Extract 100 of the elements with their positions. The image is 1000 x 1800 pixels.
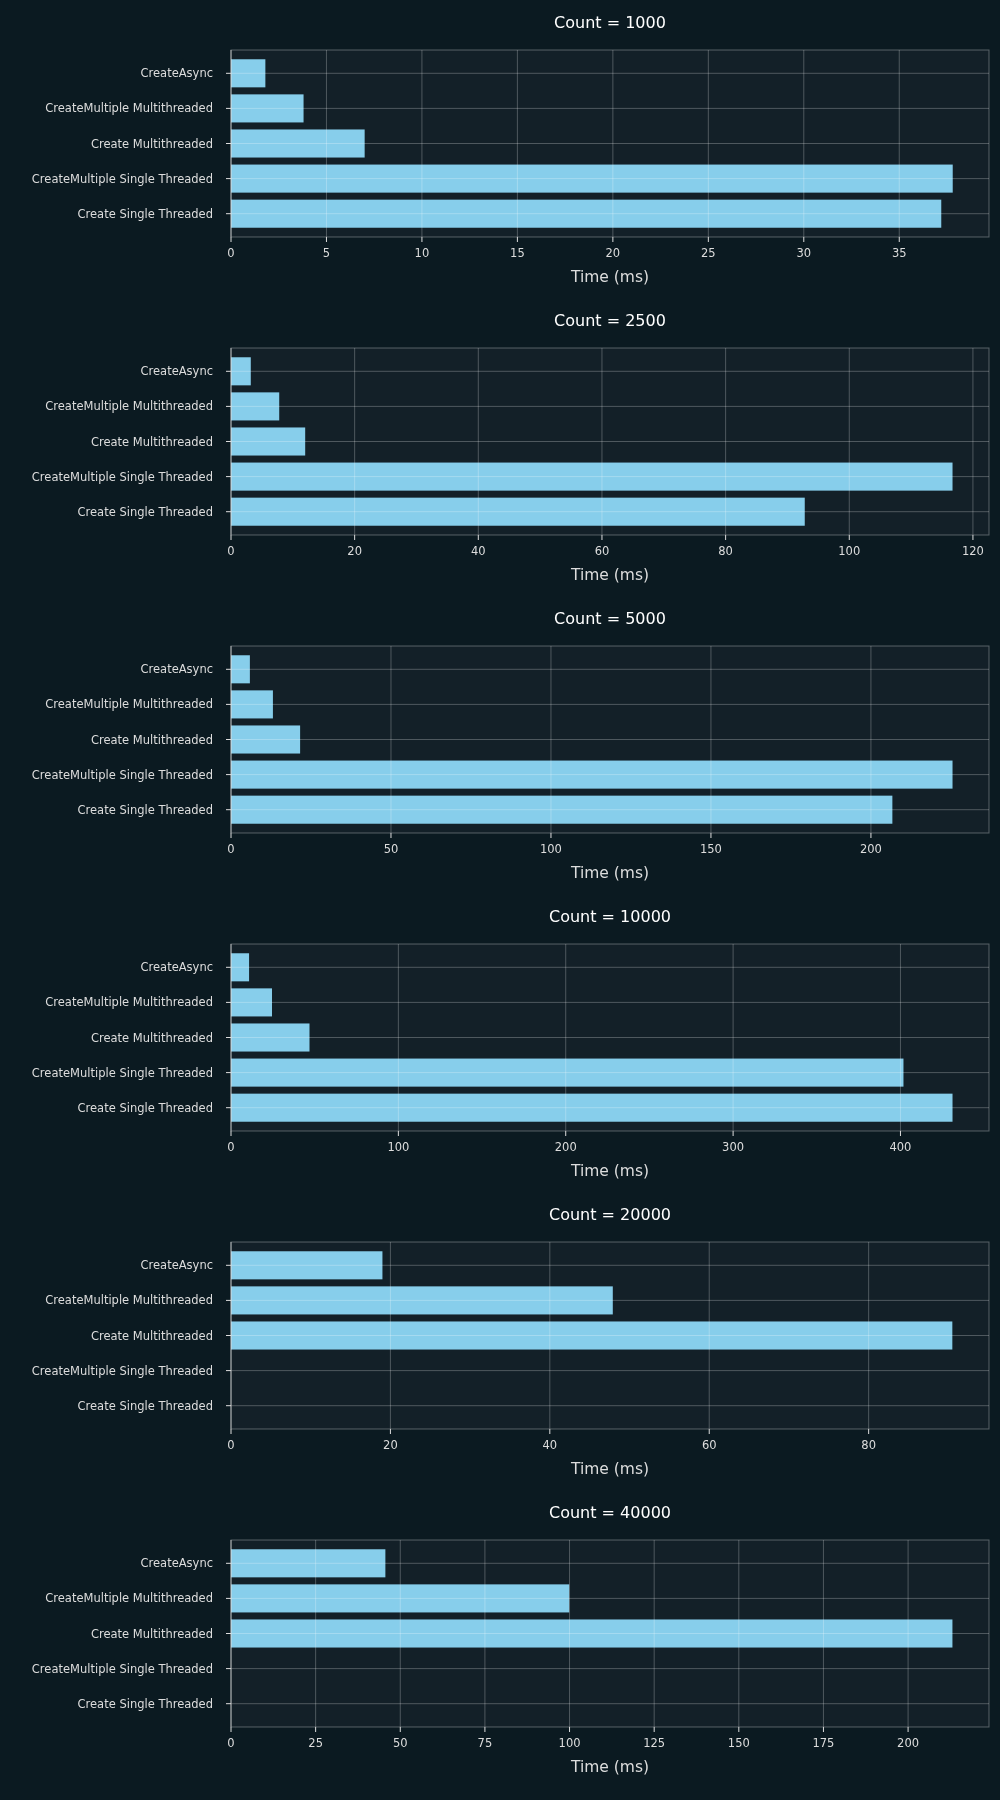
y-tick-label: Create Single Threaded (77, 802, 213, 817)
x-tick-label: 0 (227, 544, 235, 558)
x-tick-label: 75 (477, 1736, 493, 1750)
y-tick-label: Create Single Threaded (77, 1398, 213, 1413)
y-tick-label: Create Multithreaded (90, 1328, 213, 1343)
y-tick-label: CreateMultiple Multithreaded (45, 399, 213, 414)
bar (231, 392, 280, 421)
x-axis-title: Time (ms) (569, 1758, 650, 1776)
y-tick-label: Create Single Threaded (77, 206, 213, 221)
x-tick-label: 100 (387, 1140, 410, 1154)
y-tick-label: CreateMultiple Single Threaded (31, 767, 213, 782)
x-tick-label: 60 (701, 1438, 717, 1452)
bar (231, 497, 805, 526)
bar (231, 357, 251, 386)
bar (231, 953, 250, 982)
x-tick-label: 300 (722, 1140, 745, 1154)
y-tick-label: Create Multithreaded (90, 1626, 213, 1641)
x-tick-label: 125 (643, 1736, 666, 1750)
x-tick-label: 0 (227, 1438, 235, 1452)
y-tick-label: CreateAsync (140, 960, 213, 975)
y-tick-label: CreateMultiple Multithreaded (45, 1293, 213, 1308)
bar (231, 760, 953, 789)
chart-title: Count = 20000 (549, 1205, 671, 1224)
bar (231, 1321, 953, 1350)
y-tick-label: Create Single Threaded (77, 504, 213, 519)
x-tick-label: 25 (308, 1736, 323, 1750)
x-tick-label: 60 (594, 544, 610, 558)
x-axis-title: Time (ms) (569, 864, 650, 882)
y-tick-label: CreateMultiple Single Threaded (31, 171, 213, 186)
x-tick-label: 80 (718, 544, 733, 558)
y-tick-label: CreateMultiple Multithreaded (45, 697, 213, 712)
x-tick-label: 20 (605, 246, 621, 260)
y-tick-label: CreateAsync (140, 66, 213, 81)
bar (231, 164, 953, 193)
bar (231, 1023, 310, 1052)
x-tick-label: 15 (510, 246, 525, 260)
bar (231, 1251, 383, 1280)
y-tick-label: Create Multithreaded (90, 434, 213, 449)
y-tick-label: CreateAsync (140, 1258, 213, 1273)
x-axis-title: Time (ms) (569, 566, 650, 584)
bar (231, 1093, 953, 1122)
x-tick-label: 175 (812, 1736, 835, 1750)
y-tick-label: Create Multithreaded (90, 732, 213, 747)
y-tick-label: Create Multithreaded (90, 1030, 213, 1045)
y-tick-label: Create Single Threaded (77, 1696, 213, 1711)
y-tick-label: CreateMultiple Single Threaded (31, 1363, 213, 1378)
x-tick-label: 35 (891, 246, 907, 260)
x-axis-title: Time (ms) (569, 1460, 650, 1478)
chart-title: Count = 5000 (554, 609, 666, 628)
chart-title: Count = 10000 (549, 907, 671, 926)
x-tick-label: 20 (383, 1438, 398, 1452)
bar (231, 94, 304, 123)
bar (231, 1584, 570, 1613)
y-tick-label: Create Single Threaded (77, 1100, 213, 1115)
x-tick-label: 20 (347, 544, 362, 558)
y-tick-label: CreateMultiple Single Threaded (31, 1065, 213, 1080)
bar (231, 655, 250, 684)
bar (231, 988, 272, 1017)
bar (231, 690, 273, 719)
x-tick-label: 30 (796, 246, 812, 260)
bar (231, 1549, 386, 1578)
x-tick-label: 0 (227, 1140, 235, 1154)
x-tick-label: 40 (542, 1438, 558, 1452)
bar (231, 462, 953, 491)
x-tick-label: 150 (727, 1736, 750, 1750)
y-tick-label: Create Multithreaded (90, 136, 213, 151)
x-tick-label: 5 (322, 246, 331, 260)
y-tick-label: CreateMultiple Single Threaded (31, 469, 213, 484)
bar (231, 427, 306, 456)
y-tick-label: CreateMultiple Single Threaded (31, 1661, 213, 1676)
y-tick-label: CreateMultiple Multithreaded (45, 101, 213, 116)
x-tick-label: 10 (414, 246, 430, 260)
x-tick-label: 0 (227, 842, 235, 856)
x-tick-label: 100 (838, 544, 861, 558)
x-tick-label: 100 (539, 842, 562, 856)
x-tick-label: 50 (392, 1736, 408, 1750)
x-tick-label: 200 (897, 1736, 920, 1750)
bar (231, 1619, 953, 1648)
x-tick-label: 120 (961, 544, 984, 558)
x-axis-title: Time (ms) (569, 268, 650, 286)
bar (231, 1058, 904, 1087)
y-tick-label: CreateMultiple Multithreaded (45, 995, 213, 1010)
x-tick-label: 25 (701, 246, 716, 260)
chart-title: Count = 1000 (554, 13, 666, 32)
x-tick-label: 0 (227, 1736, 235, 1750)
x-tick-label: 40 (470, 544, 486, 558)
y-tick-label: CreateMultiple Multithreaded (45, 1591, 213, 1606)
x-tick-label: 200 (554, 1140, 577, 1154)
bar (231, 725, 301, 754)
x-tick-label: 150 (699, 842, 722, 856)
x-tick-label: 0 (227, 246, 235, 260)
bar (231, 795, 893, 824)
y-tick-label: CreateAsync (140, 364, 213, 379)
x-axis-title: Time (ms) (569, 1162, 650, 1180)
y-tick-label: CreateAsync (140, 662, 213, 677)
y-tick-label: CreateAsync (140, 1556, 213, 1571)
chart-title: Count = 2500 (554, 311, 666, 330)
x-tick-label: 100 (558, 1736, 581, 1750)
bar (231, 1286, 613, 1315)
bar (231, 129, 365, 158)
